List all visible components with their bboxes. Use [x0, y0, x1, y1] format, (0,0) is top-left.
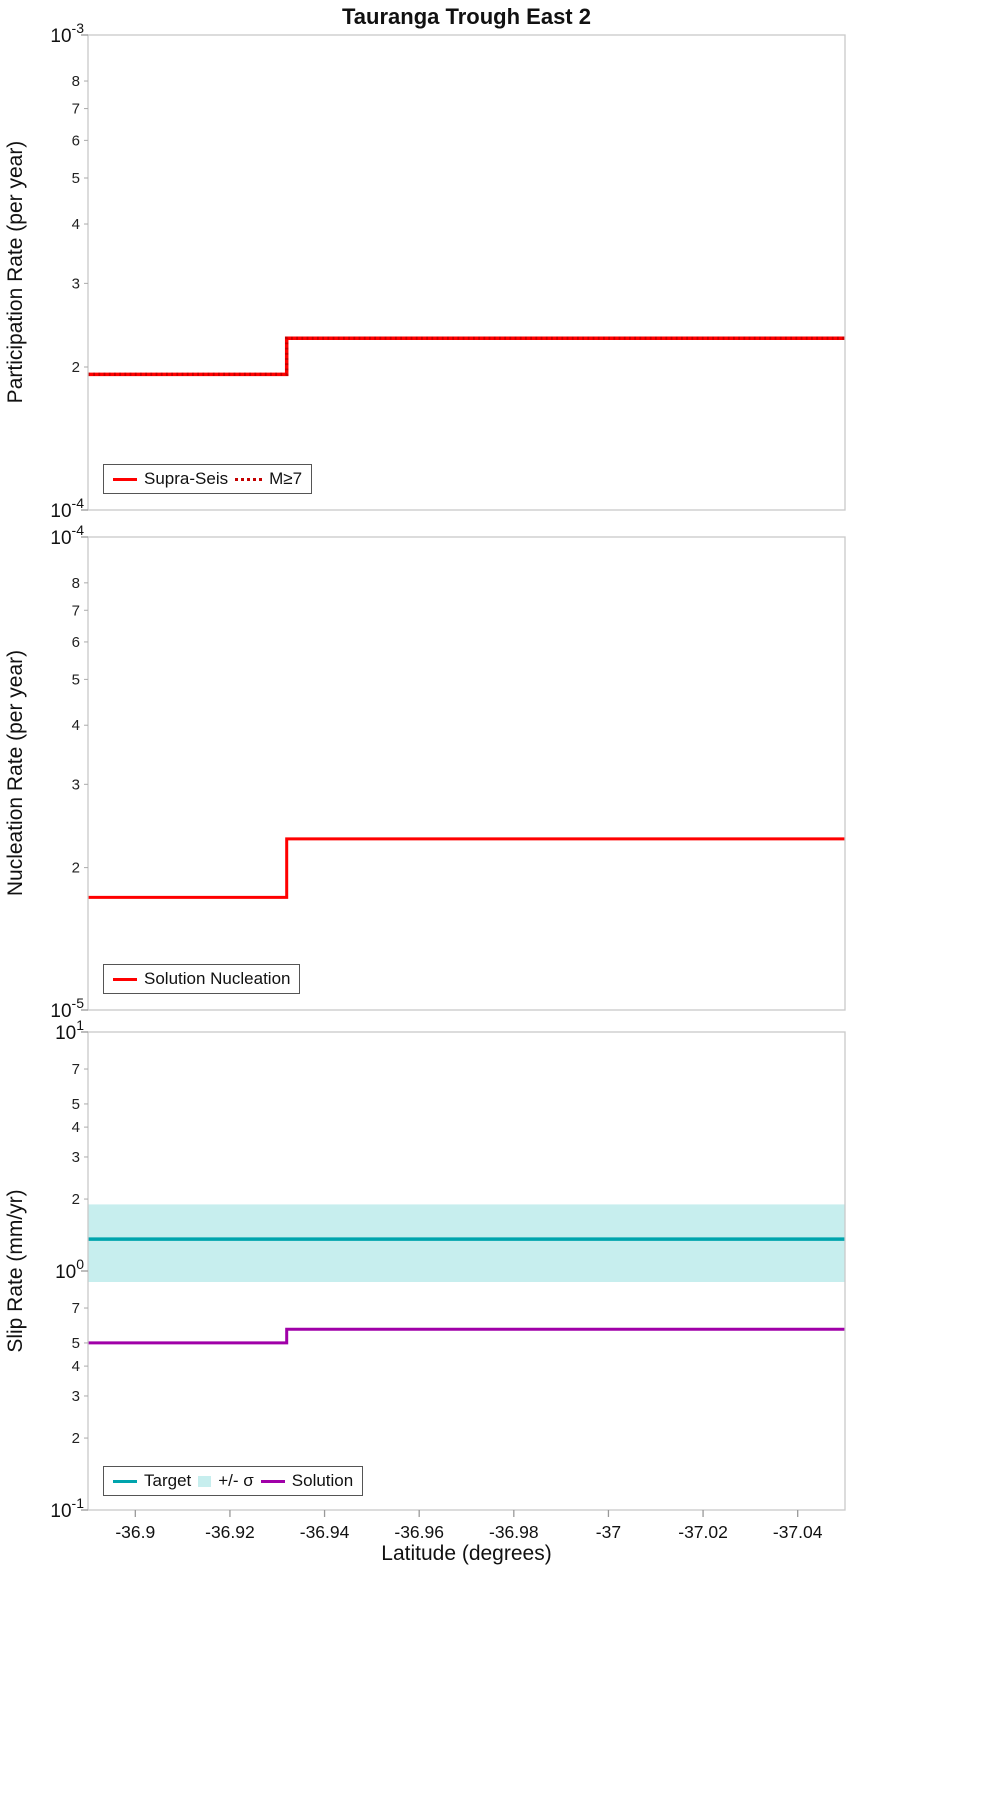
legend-label-sigma: +/- σ	[218, 1471, 254, 1490]
y-major-tick-label: 10-1	[50, 1495, 84, 1522]
y-minor-tick-label: 5	[72, 1096, 80, 1113]
y-major-tick-label: 10-3	[50, 20, 84, 47]
y-minor-tick-label: 6	[72, 132, 80, 149]
series-line	[88, 1327, 845, 1345]
y-major-tick-label: 101	[55, 1017, 84, 1044]
legend-nucleation: Solution Nucleation	[103, 964, 301, 994]
y-minor-tick-label: 3	[72, 1149, 80, 1166]
series-line	[88, 336, 845, 376]
x-tick-label: -36.96	[394, 1522, 444, 1542]
y-minor-tick-label: 7	[72, 101, 80, 118]
y-axis-label-nucleation: Nucleation Rate (per year)	[4, 649, 27, 897]
y-minor-tick-label: 7	[72, 1061, 80, 1078]
y-minor-tick-label: 8	[72, 575, 80, 592]
y-minor-tick-label: 2	[72, 1430, 80, 1447]
target-line-sample	[113, 1479, 137, 1483]
x-tick-label: -36.98	[489, 1522, 539, 1542]
y-minor-tick-label: 2	[72, 359, 80, 376]
x-tick-label: -37.04	[773, 1522, 823, 1542]
y-major-tick-label: 10-4	[50, 495, 84, 522]
y-minor-tick-label: 2	[72, 860, 80, 877]
nucleation-chart: 10-5 10-4 2 3 4 5 6 7 8	[50, 522, 846, 1022]
supra-seis-line-sample	[113, 477, 137, 481]
y-minor-tick-label: 2	[72, 1191, 80, 1208]
x-tick-label: -37	[596, 1522, 621, 1542]
y-minor-tick-label: 4	[72, 1358, 80, 1375]
y-major-tick-label: 100	[55, 1256, 84, 1283]
legend-participation: Supra-Seis M≥7	[103, 464, 313, 494]
chart-title: Tauranga Trough East 2	[342, 4, 591, 29]
sigma-band-sample	[198, 1475, 212, 1487]
y-minor-tick-label: 3	[72, 776, 80, 793]
plot-frame	[87, 34, 846, 511]
series-line	[88, 837, 845, 899]
legend-label-solution: Solution	[291, 1471, 354, 1490]
x-tick-label: -36.92	[205, 1522, 255, 1542]
sigma-band	[88, 1204, 845, 1282]
y-minor-tick-label: 4	[72, 1119, 80, 1136]
participation-chart: 10-4 10-3 2 3 4 5 6 7 8	[50, 20, 846, 522]
y-minor-tick-label: 3	[72, 275, 80, 292]
y-major-tick-label: 10-4	[50, 522, 84, 549]
y-minor-tick-label: 3	[72, 1388, 80, 1405]
y-minor-tick-label: 7	[72, 602, 80, 619]
y-minor-tick-label: 4	[72, 216, 80, 233]
x-axis-label: Latitude (degrees)	[381, 1542, 552, 1565]
solution-line-sample	[260, 1479, 285, 1483]
series-line	[88, 336, 845, 377]
m7-dotted-line-sample	[235, 477, 263, 481]
legend-label-solution-nucleation: Solution Nucleation	[144, 969, 291, 988]
y-axis-label-participation: Participation Rate (per year)	[4, 140, 27, 404]
y-major-tick-label: 10-5	[50, 995, 84, 1022]
y-minor-tick-label: 8	[72, 73, 80, 90]
legend-label-supra-seis: Supra-Seis	[144, 469, 229, 488]
legend-label-target: Target	[144, 1471, 192, 1490]
x-tick-label: -36.94	[300, 1522, 350, 1542]
y-minor-tick-label: 7	[72, 1300, 80, 1317]
solution-nucleation-line-sample	[113, 977, 137, 981]
x-tick-label: -36.9	[115, 1522, 155, 1542]
slip-rate-chart: 10-1 100 101 2 3 4 5 7 2 3 4 5 7 -36.9 -36.92 -36.94 -36…	[50, 1017, 846, 1542]
legend-label-m7: M≥7	[269, 469, 303, 488]
y-minor-tick-label: 6	[72, 634, 80, 651]
plot-frame	[87, 536, 846, 1011]
x-tick-label: -37.02	[678, 1522, 728, 1542]
y-minor-tick-label: 5	[72, 1335, 80, 1352]
y-axis-label-slip-rate: Slip Rate (mm/yr)	[4, 1189, 27, 1353]
legend-slip-rate: Target +/- σ Solution	[103, 1466, 364, 1496]
y-minor-tick-label: 5	[72, 170, 80, 187]
y-minor-tick-label: 5	[72, 671, 80, 688]
y-minor-tick-label: 4	[72, 717, 80, 734]
